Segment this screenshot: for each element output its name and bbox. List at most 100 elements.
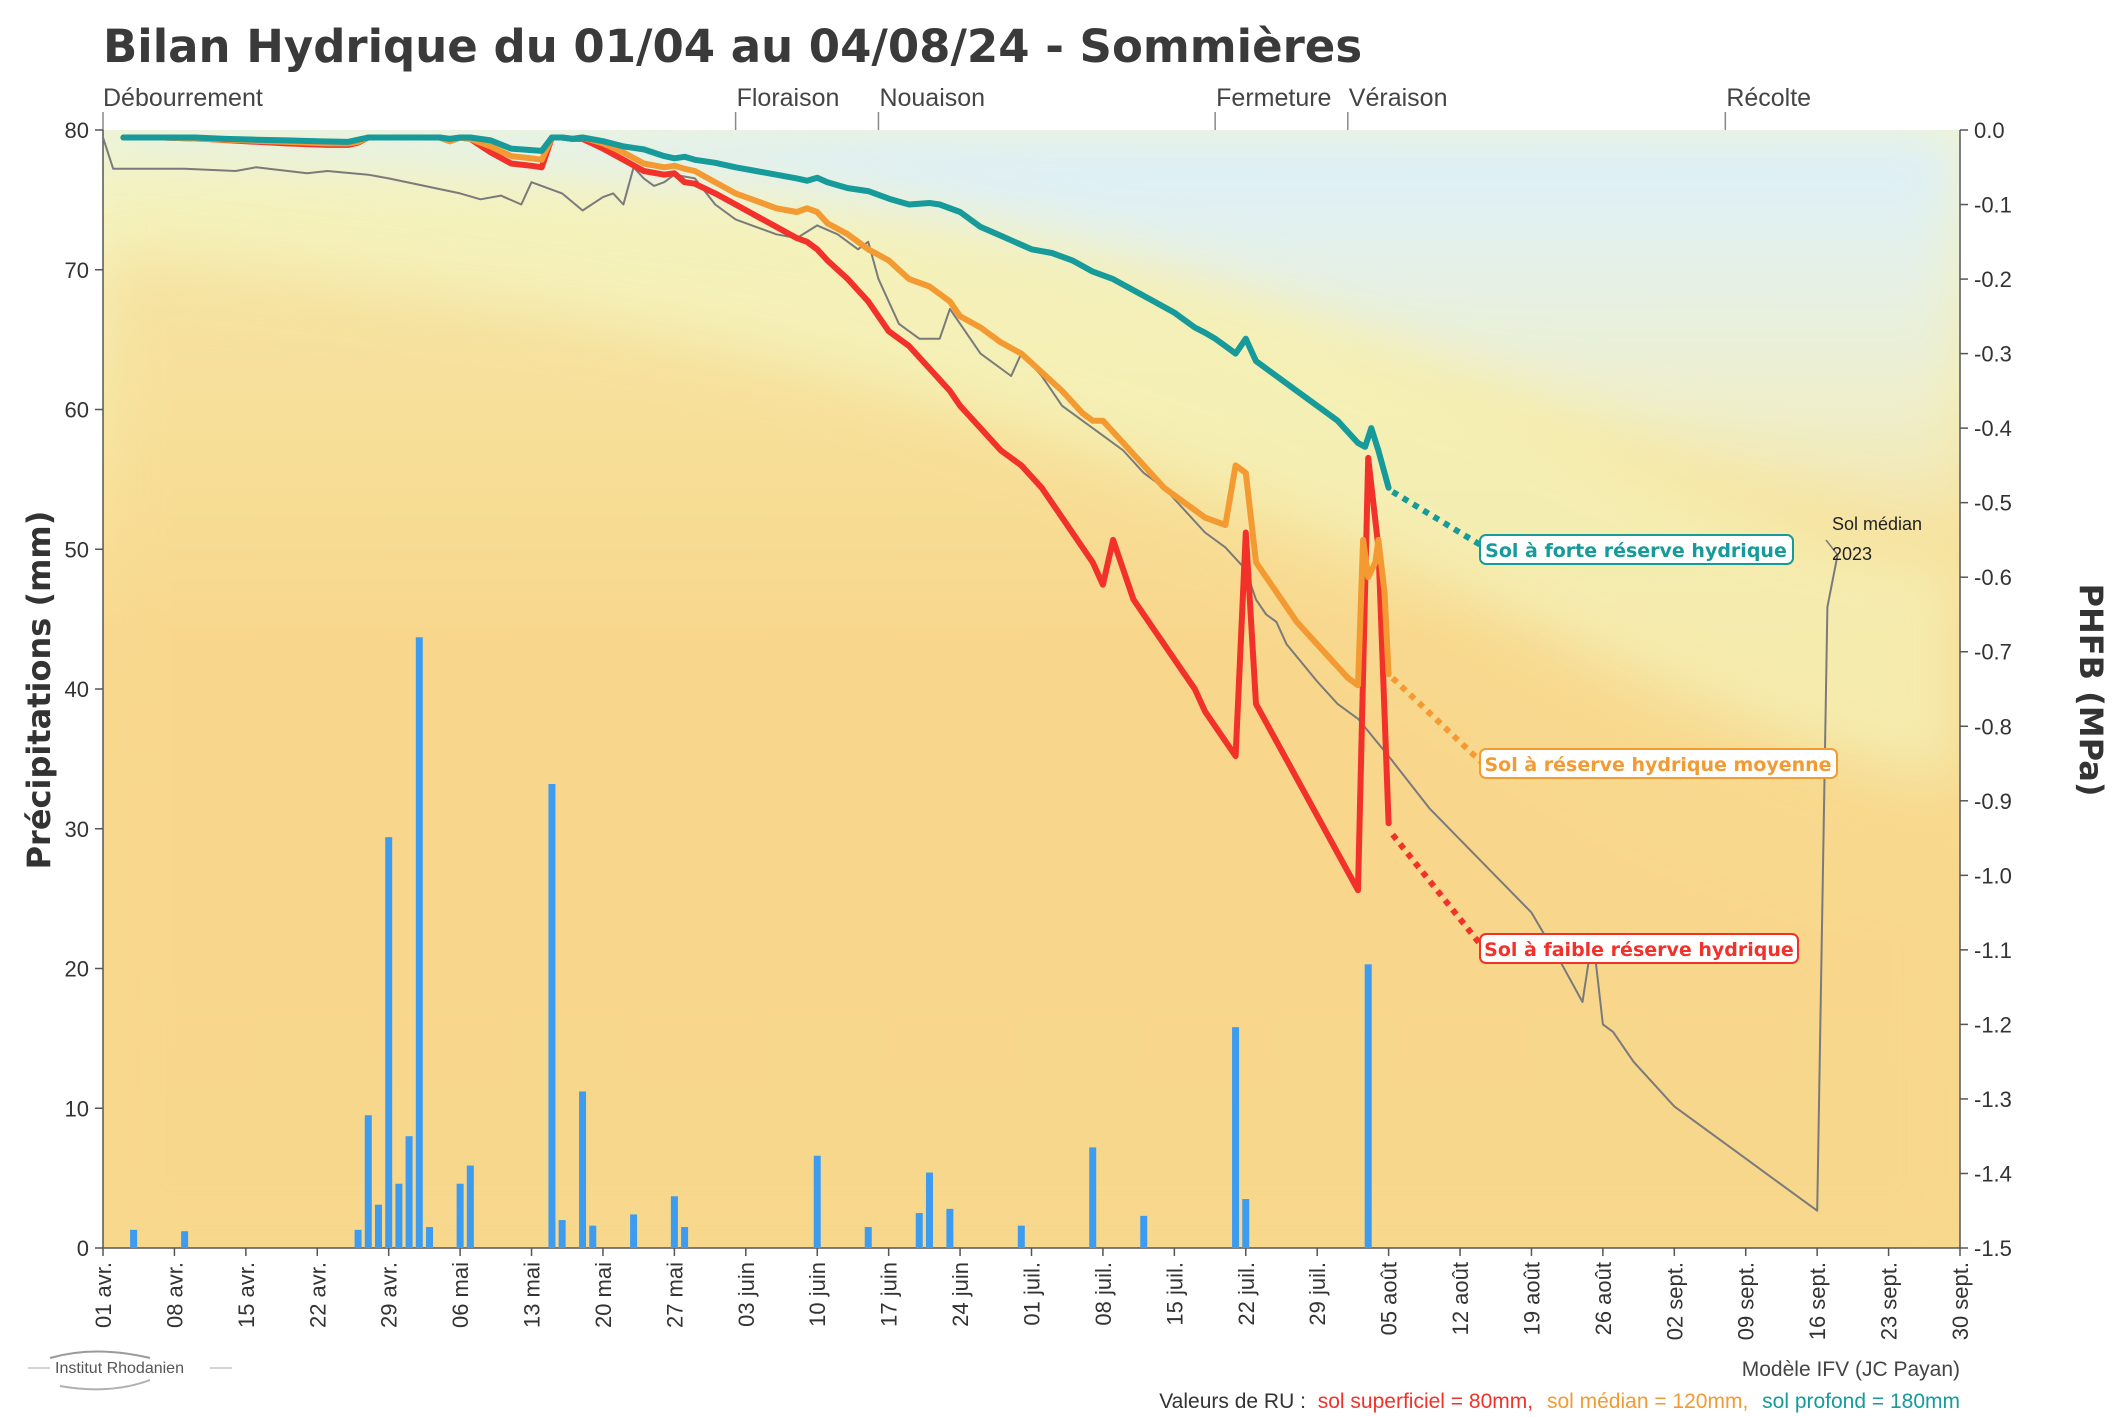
x-tick-label: 06 mai bbox=[448, 1262, 473, 1328]
x-tick-label: 19 août bbox=[1519, 1262, 1544, 1335]
y-right-tick-label: -1.2 bbox=[1974, 1012, 2012, 1037]
precipitation-bar bbox=[374, 1204, 382, 1248]
precipitation-bar bbox=[405, 1136, 413, 1248]
precipitation-bar bbox=[456, 1183, 464, 1248]
x-tick-label: 03 juin bbox=[734, 1262, 759, 1327]
projection-line bbox=[1390, 675, 1493, 774]
precipitation-bar bbox=[354, 1229, 362, 1248]
stage-label: Floraison bbox=[737, 84, 840, 112]
x-tick-label: 29 juil. bbox=[1305, 1262, 1330, 1326]
precipitation-bars bbox=[130, 637, 1372, 1248]
median-note-line2: 2023 bbox=[1832, 544, 1872, 564]
precipitation-bar bbox=[1242, 1199, 1250, 1248]
y-right-tick-label: -0.2 bbox=[1974, 267, 2012, 292]
y-left-tick-label: 30 bbox=[65, 817, 89, 842]
x-tick-label: 27 mai bbox=[662, 1262, 687, 1328]
x-tick-label: 29 avr. bbox=[377, 1262, 402, 1328]
precipitation-bar bbox=[181, 1231, 189, 1248]
precipitation-bar bbox=[630, 1214, 638, 1248]
y-right-tick-label: -0.9 bbox=[1974, 789, 2012, 814]
precipitation-bar bbox=[813, 1155, 821, 1248]
y-right-tick-label: -1.4 bbox=[1974, 1161, 2012, 1186]
y-left-tick-label: 70 bbox=[65, 258, 89, 283]
x-tick-label: 02 sept. bbox=[1662, 1262, 1687, 1340]
ru-values: Valeurs de RU : sol superficiel = 80mm, … bbox=[1159, 1390, 1960, 1413]
precipitation-bar bbox=[589, 1225, 597, 1248]
y-right-tick-label: -0.7 bbox=[1974, 640, 2012, 665]
model-credit: Modèle IFV (JC Payan) bbox=[1742, 1358, 1960, 1381]
y-left-tick-label: 40 bbox=[65, 677, 89, 702]
precipitation-bar bbox=[1017, 1225, 1025, 1248]
precipitation-bar bbox=[395, 1183, 403, 1248]
callout-faible-label: Sol à faible réserve hydrique bbox=[1484, 939, 1794, 961]
precipitation-bar bbox=[1232, 1027, 1240, 1248]
precipitation-bar bbox=[579, 1091, 587, 1248]
x-tick-label: 16 sept. bbox=[1805, 1262, 1830, 1340]
precipitation-bar bbox=[681, 1227, 689, 1248]
chart-title: Bilan Hydrique du 01/04 au 04/08/24 - So… bbox=[103, 20, 1362, 73]
y-left-tick-label: 10 bbox=[65, 1096, 89, 1121]
precipitation-bar bbox=[385, 837, 393, 1248]
precipitation-bar bbox=[426, 1227, 434, 1248]
precipitation-bar bbox=[864, 1227, 872, 1248]
y-left-tick-label: 80 bbox=[65, 118, 89, 143]
series-line bbox=[120, 134, 1392, 491]
precipitation-bar bbox=[670, 1196, 678, 1248]
precipitation-bar bbox=[130, 1229, 138, 1248]
logo-swoosh-icon bbox=[59, 1379, 151, 1391]
ru-profond: sol profond = 180mm bbox=[1762, 1390, 1960, 1413]
x-tick-label: 15 avr. bbox=[234, 1262, 259, 1328]
x-tick-label: 30 sept. bbox=[1948, 1262, 1973, 1340]
y-right-tick-label: -1.5 bbox=[1974, 1236, 2012, 1261]
logo-arc-icon bbox=[49, 1350, 151, 1359]
x-tick-label: 01 avr. bbox=[91, 1262, 116, 1328]
callout-forte-label: Sol à forte réserve hydrique bbox=[1485, 540, 1787, 562]
precipitation-bar bbox=[1364, 964, 1372, 1248]
x-tick-label: 10 juin bbox=[805, 1262, 830, 1327]
median-callout-connector bbox=[1825, 539, 1839, 556]
x-tick-label: 20 mai bbox=[591, 1262, 616, 1328]
callout-faible: Sol à faible réserve hydrique bbox=[1479, 933, 1799, 964]
y-right-tick-label: -0.1 bbox=[1974, 193, 2012, 218]
stage-label: Nouaison bbox=[879, 84, 985, 112]
callout-moyenne-label: Sol à réserve hydrique moyenne bbox=[1484, 754, 1831, 776]
y-right-tick-label: -0.8 bbox=[1974, 714, 2012, 739]
x-tick-label: 17 juin bbox=[877, 1262, 902, 1327]
stage-label: Récolte bbox=[1726, 84, 1811, 112]
y-left-tick-label: 0 bbox=[77, 1236, 89, 1261]
callout-forte: Sol à forte réserve hydrique bbox=[1479, 534, 1794, 565]
precipitation-bar bbox=[915, 1213, 923, 1248]
precipitation-bar bbox=[1089, 1147, 1097, 1248]
median-note-line1: Sol médian bbox=[1832, 514, 1922, 534]
x-tick-label: 22 avr. bbox=[305, 1262, 330, 1328]
plot-background bbox=[103, 130, 1960, 1248]
y-left-tick-label: 20 bbox=[65, 957, 89, 982]
x-tick-label: 13 mai bbox=[520, 1262, 545, 1328]
ru-superficiel: sol superficiel = 80mm, bbox=[1318, 1390, 1533, 1413]
callout-moyenne: Sol à réserve hydrique moyenne bbox=[1479, 748, 1838, 779]
y-right-tick-label: -0.3 bbox=[1974, 342, 2012, 367]
projection-line bbox=[1390, 832, 1493, 960]
x-tick-label: 22 juil. bbox=[1234, 1262, 1259, 1326]
y-left-tick-label: 50 bbox=[65, 537, 89, 562]
precipitation-bar bbox=[925, 1172, 933, 1248]
ru-median: sol médian = 120mm, bbox=[1547, 1390, 1748, 1413]
stage-label: Véraison bbox=[1349, 84, 1448, 112]
y-right-tick-label: -0.6 bbox=[1974, 565, 2012, 590]
x-tick-label: 05 août bbox=[1377, 1262, 1402, 1335]
precipitation-bar bbox=[946, 1208, 954, 1248]
y-right-tick-label: -1.1 bbox=[1974, 938, 2012, 963]
precipitation-bar bbox=[548, 784, 556, 1248]
phenology-stages: Débourrement Floraison Nouaison Fermeture Vé… bbox=[102, 84, 1811, 130]
ru-prefix: Valeurs de RU : bbox=[1159, 1390, 1306, 1413]
x-tick-label: 08 juil. bbox=[1091, 1262, 1116, 1326]
x-tick-label: 23 sept. bbox=[1877, 1262, 1902, 1340]
y-left-tick-label: 60 bbox=[65, 398, 89, 423]
x-tick-label: 15 juil. bbox=[1162, 1262, 1187, 1326]
institut-logo: Institut Rhodanien bbox=[28, 1350, 232, 1391]
x-tick-label: 09 sept. bbox=[1734, 1262, 1759, 1340]
precipitation-bar bbox=[415, 637, 423, 1248]
y-right-tick-label: -0.5 bbox=[1974, 491, 2012, 516]
y-right-tick-label: -1.3 bbox=[1974, 1087, 2012, 1112]
